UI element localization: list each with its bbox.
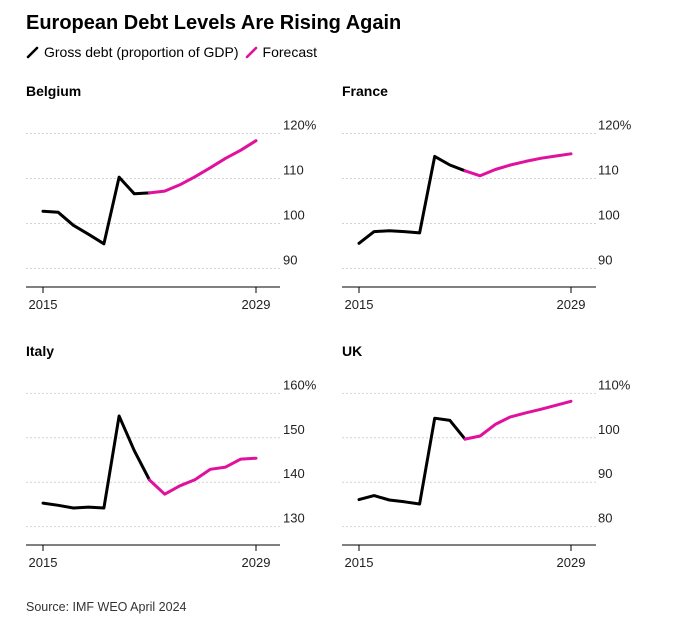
series-line-forecast: [463, 399, 573, 441]
y-tick-label: 90: [598, 253, 612, 268]
legend-swatch-gross-debt: [26, 46, 39, 59]
legend-item-gross-debt: Gross debt (proportion of GDP): [26, 44, 239, 60]
legend-swatch-forecast: [245, 46, 257, 59]
y-tick-label: 90: [598, 466, 612, 481]
chart-title: European Debt Levels Are Rising Again: [26, 12, 402, 34]
legend-label-gross-debt: Gross debt (proportion of GDP): [44, 44, 239, 60]
panel-title: Belgium: [26, 83, 81, 99]
y-tick-label: 160%: [283, 377, 317, 392]
x-tick-label: 2029: [557, 297, 586, 312]
series-line-gross-debt: [357, 154, 467, 245]
x-tick-label: 2029: [242, 297, 271, 312]
legend-item-forecast: Forecast: [245, 44, 317, 60]
x-tick-label: 2015: [345, 297, 374, 312]
y-tick-label: 80: [598, 511, 612, 526]
y-tick-label: 90: [283, 253, 297, 268]
series-line-gross-debt: [41, 175, 151, 246]
y-tick-label: 100: [283, 208, 305, 223]
x-tick-label: 2015: [345, 555, 374, 570]
y-tick-label: 140: [283, 466, 305, 481]
x-tick-label: 2029: [557, 555, 586, 570]
y-tick-label: 100: [598, 208, 620, 223]
series-line-forecast: [463, 152, 573, 178]
y-tick-label: 130: [283, 511, 305, 526]
panel-title: Italy: [26, 343, 54, 359]
y-tick-label: 150: [283, 422, 305, 437]
y-tick-label: 110: [283, 163, 304, 178]
series-line-forecast: [148, 139, 258, 195]
x-tick-label: 2029: [242, 555, 271, 570]
series-line-gross-debt: [41, 414, 151, 510]
legend-label-forecast: Forecast: [262, 44, 317, 60]
panel-title: France: [342, 83, 388, 99]
panel-title: UK: [342, 343, 362, 359]
series-line-forecast: [148, 456, 258, 496]
y-tick-label: 110: [598, 163, 619, 178]
y-tick-label: 120%: [283, 118, 317, 133]
y-tick-label: 120%: [598, 118, 632, 133]
x-tick-label: 2015: [29, 297, 58, 312]
legend: Gross debt (proportion of GDP) Forecast: [26, 43, 323, 61]
y-tick-label: 110%: [598, 377, 631, 392]
y-tick-label: 100: [598, 422, 620, 437]
source-note: Source: IMF WEO April 2024: [26, 600, 187, 614]
series-line-gross-debt: [357, 416, 467, 506]
x-tick-label: 2015: [29, 555, 58, 570]
